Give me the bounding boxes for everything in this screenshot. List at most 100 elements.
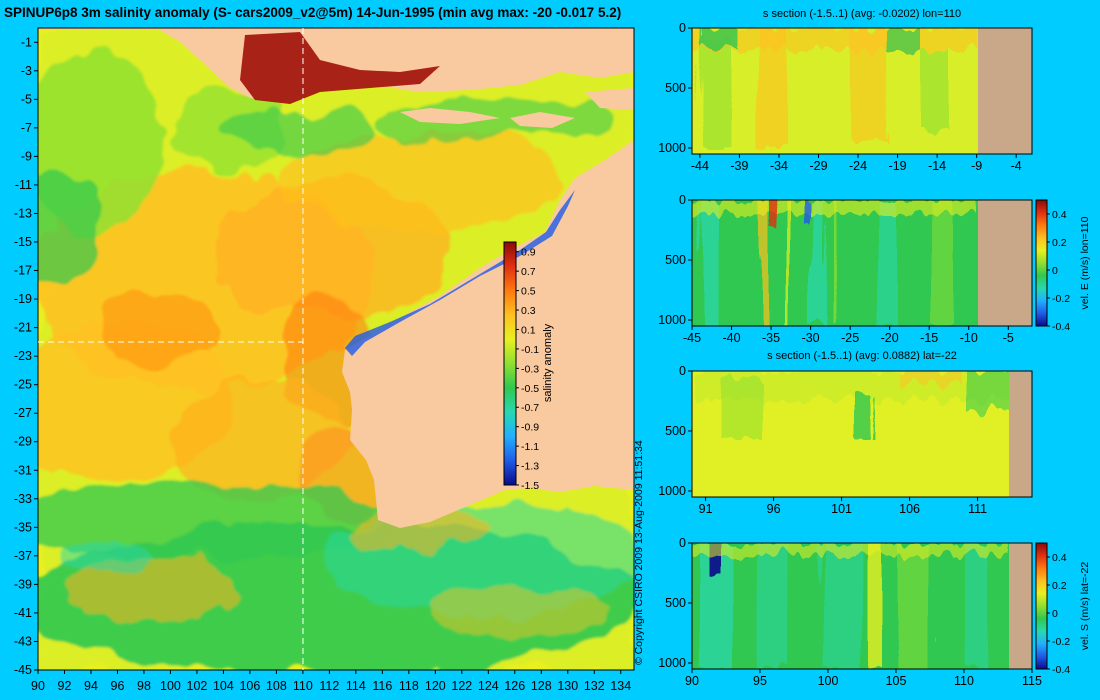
map-x-tick-label: 94 [84, 679, 98, 693]
y-tick-label: 500 [665, 253, 686, 267]
map-x-tick-label: 120 [425, 679, 446, 693]
colorbar-tick-label: -0.1 [521, 344, 539, 356]
map-x-tick-label: 118 [399, 679, 419, 693]
map-y-tick-label: -23 [14, 349, 32, 363]
colorbar-tick-label: -0.3 [521, 363, 539, 375]
x-tick-label: -45 [683, 331, 701, 345]
map-x-tick-label: 114 [346, 679, 366, 693]
y-tick-label: 500 [665, 424, 686, 438]
map-y-tick-label: -1 [21, 35, 32, 49]
map-y-tick-label: -43 [14, 634, 32, 648]
map-y-tick-label: -15 [14, 235, 32, 249]
x-tick-label: 95 [753, 674, 767, 688]
x-tick-label: -19 [889, 159, 907, 173]
section-1-frame [691, 27, 1033, 155]
section-colorbar-tick-label: 0.2 [1052, 580, 1067, 592]
figure-title: SPINUP6p8 3m salinity anomaly (S- cars20… [4, 5, 621, 20]
land-island-1 [400, 108, 500, 124]
map-x-tick-label: 134 [610, 679, 631, 693]
salinity-colorbar: 0.9 0.7 0.5 0.3 0.1 -0.1 -0.3 -0.5 -0.7 -0.9 -1.1 -… [503, 241, 554, 492]
salinity-map: 90 92 94 96 98 100 102 104 106 108 110 112 114 116 118… [14, 27, 635, 693]
y-tick-label: 500 [665, 81, 686, 95]
section-colorbar-tick-label: 0 [1052, 265, 1058, 277]
x-tick-label: -44 [691, 159, 709, 173]
x-tick-label: -29 [809, 159, 827, 173]
map-x-tick-label: 98 [137, 679, 151, 693]
x-tick-label: 115 [1022, 674, 1042, 688]
section-colorbar-tick-label: -0.4 [1052, 321, 1070, 333]
section-2-axes: -45 -40 -35 -30 -25 -20 -15 -10 -5 0 500 1000 [658, 193, 1014, 345]
coastal-low-salinity [345, 190, 575, 356]
section-4-axes: 90 95 100 105 110 115 0 500 1000 [658, 536, 1042, 688]
map-x-tick-label: 90 [31, 679, 45, 693]
map-x-tick-label: 110 [293, 679, 313, 693]
colorbar-tick-label: 0.7 [521, 266, 536, 278]
map-y-tick-label: -35 [14, 520, 32, 534]
colorbar-tick-label: -0.7 [521, 402, 539, 414]
map-y-tick-label: -27 [14, 406, 32, 420]
x-tick-label: 106 [899, 502, 920, 516]
map-x-tick-label: 132 [584, 679, 605, 693]
x-tick-label: -25 [841, 331, 859, 345]
section-colorbar-tick-label: 0.4 [1052, 209, 1067, 221]
salinity-colorbar-label: salinity anomaly [542, 323, 554, 402]
y-tick-label: 1000 [658, 141, 686, 155]
colorbar-tick-label: 0.5 [521, 286, 536, 298]
map-y-tick-label: -21 [14, 321, 32, 335]
map-x-tick-label: 130 [557, 679, 578, 693]
map-x-tick-label: 102 [187, 679, 208, 693]
y-tick-label: 1000 [658, 656, 686, 670]
land-island-3 [585, 88, 634, 110]
section-4-frame [691, 542, 1033, 670]
x-tick-label: 96 [767, 502, 781, 516]
map-y-tick-label: -41 [14, 606, 32, 620]
map-y-tick-label: -5 [21, 92, 32, 106]
map-x-tick-label: 96 [111, 679, 125, 693]
colorbar-tick-label: -0.5 [521, 383, 539, 395]
colorbar-tick-label: -1.1 [521, 441, 539, 453]
y-tick-label: 0 [679, 364, 686, 378]
section-2-frame [691, 199, 1033, 327]
y-tick-label: 0 [679, 193, 686, 207]
colorbar-tick-label: -0.9 [521, 422, 539, 434]
section-colorbar-tick-label: 0 [1052, 608, 1058, 620]
x-tick-label: 91 [699, 502, 713, 516]
map-y-tick-label: -31 [14, 463, 32, 477]
x-tick-label: 90 [685, 674, 699, 688]
y-tick-label: 1000 [658, 484, 686, 498]
map-frame [37, 27, 635, 671]
colorbar-tick-label: 0.9 [521, 247, 536, 259]
coastal-high-salinity [240, 32, 440, 104]
section-2-colorbar [1035, 199, 1048, 327]
x-tick-label: -20 [881, 331, 899, 345]
map-x-tick-label: 116 [372, 679, 392, 693]
x-tick-label: -14 [928, 159, 946, 173]
salinity-colorbar-ticks: 0.9 0.7 0.5 0.3 0.1 -0.1 -0.3 -0.5 -0.7 -0.9 -1.1 -… [516, 247, 539, 492]
y-tick-label: 500 [665, 596, 686, 610]
section-1-land [978, 28, 1032, 154]
x-tick-label: -39 [730, 159, 748, 173]
x-tick-label: 101 [831, 502, 852, 516]
map-y-tick-label: -39 [14, 577, 32, 591]
map-y-tick-label: -45 [14, 663, 32, 677]
x-tick-label: -35 [762, 331, 780, 345]
map-x-tick-label: 124 [478, 679, 499, 693]
section-2-land [978, 200, 1032, 326]
map-y-tick-label: -11 [15, 178, 32, 192]
map-x-tick-label: 128 [531, 679, 552, 693]
salinity-colorbar-ramp [503, 241, 517, 486]
map-y-tick-label: -37 [14, 549, 32, 563]
map-x-tick-label: 106 [239, 679, 260, 693]
x-tick-label: -5 [1003, 331, 1014, 345]
map-x-tick-label: 112 [319, 679, 339, 693]
section-3-axes: 91 96 101 106 111 0 500 1000 [658, 364, 987, 516]
x-tick-label: -4 [1011, 159, 1022, 173]
map-x-tick-label: 100 [160, 679, 181, 693]
section-salinity-lon: s section (-1.5..1) (avg: -0.0202) lon=1… [658, 8, 1033, 173]
section-3-land [1009, 371, 1032, 497]
section-3-title: s section (-1.5..1) (avg: 0.0882) lat=-2… [767, 350, 957, 362]
section-velS-lat: 90 95 100 105 110 115 0 500 1000 0.4 0.2 0 -0.2 -0.4… [658, 536, 1091, 688]
map-y-tick-label: -25 [14, 378, 32, 392]
x-tick-label: 105 [886, 674, 907, 688]
